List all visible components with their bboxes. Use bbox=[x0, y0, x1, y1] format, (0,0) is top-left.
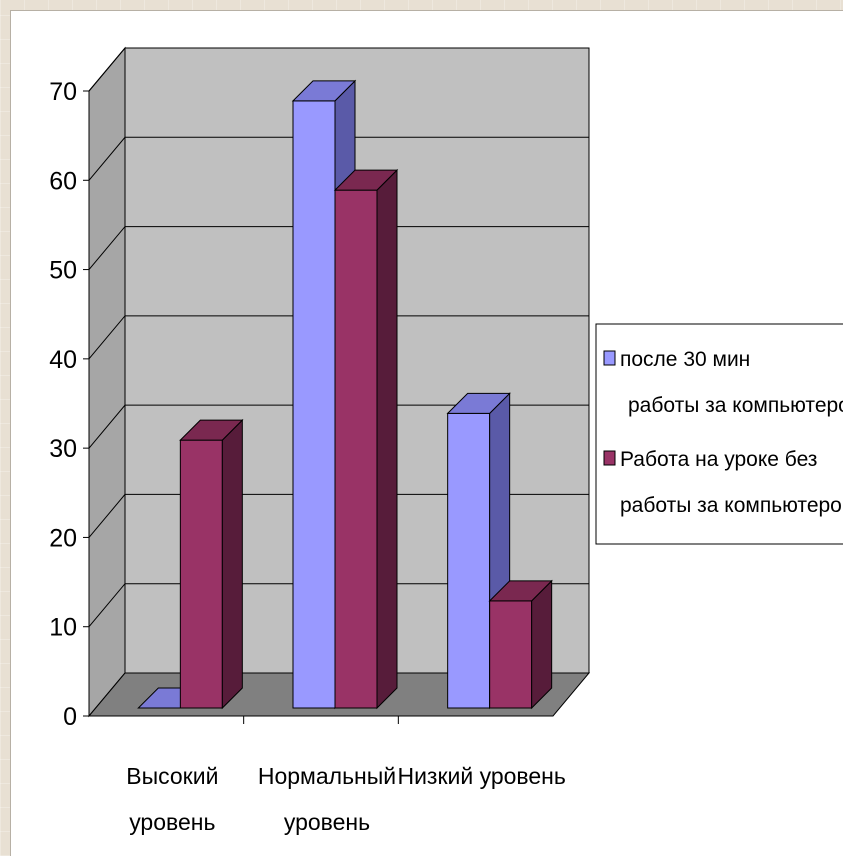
x-category-label: Низкий уровень bbox=[397, 763, 565, 789]
bar-front bbox=[179, 439, 223, 709]
gridline bbox=[88, 226, 589, 270]
gridline bbox=[88, 47, 589, 92]
bar-front bbox=[489, 600, 533, 709]
y-tick-label: 10 bbox=[49, 614, 77, 642]
y-tick-label: 70 bbox=[49, 78, 77, 106]
gridline bbox=[88, 493, 589, 538]
axes bbox=[83, 90, 553, 724]
legend-entry-label: работы за компьютером bbox=[628, 394, 843, 417]
bar bbox=[488, 579, 553, 710]
gridlines bbox=[88, 47, 589, 628]
legend-entry-label: Работа на уроке без bbox=[620, 448, 817, 471]
y-tick-label: 20 bbox=[49, 524, 77, 552]
y-tick-label: 50 bbox=[49, 257, 77, 285]
bar-top bbox=[333, 169, 399, 191]
bar-top bbox=[179, 419, 244, 441]
bar-top bbox=[488, 580, 553, 602]
bar bbox=[179, 418, 244, 710]
legend-entry-label: после 30 мин bbox=[620, 348, 750, 371]
gridline bbox=[88, 136, 589, 181]
legend: после 30 мин работы за компьютером Работа … bbox=[595, 323, 843, 545]
x-category-label: Высокий bbox=[126, 763, 218, 789]
bars bbox=[137, 79, 553, 710]
legend-swatch bbox=[603, 450, 616, 466]
side-wall bbox=[88, 46, 126, 718]
gridline bbox=[88, 404, 589, 449]
legend-entry-label: работы за компьютером bbox=[620, 494, 843, 517]
y-tick-label: 30 bbox=[49, 435, 77, 463]
y-tick-label: 60 bbox=[49, 167, 77, 195]
bar-top bbox=[291, 80, 357, 102]
y-tick-label: 0 bbox=[63, 703, 77, 731]
x-category-label: уровень bbox=[129, 809, 215, 835]
x-category-label: уровень bbox=[284, 809, 370, 835]
bar-front bbox=[334, 189, 378, 709]
legend-swatch bbox=[603, 350, 616, 366]
bar-side bbox=[531, 579, 553, 710]
chart-area: 0 10 20 30 40 50 60 70 Высокий уровень Нормальный… bbox=[10, 10, 843, 856]
legend-box bbox=[595, 323, 843, 545]
bar-chart: 0 10 20 30 40 50 60 70 Высокий уровень Нормальный… bbox=[49, 46, 843, 835]
bar-top bbox=[446, 392, 511, 414]
x-category-label: Нормальный bbox=[258, 763, 396, 789]
y-tick-label: 40 bbox=[49, 346, 77, 374]
bar bbox=[333, 168, 399, 710]
x-axis-category-labels: Высокий уровень Нормальный уровень Низкий ур… bbox=[126, 763, 566, 835]
gridline bbox=[88, 315, 589, 360]
bar-side bbox=[376, 168, 398, 710]
y-axis-tick-labels: 0 10 20 30 40 50 60 70 bbox=[49, 78, 77, 731]
bar-front bbox=[292, 100, 336, 709]
gridline bbox=[88, 583, 589, 628]
bar-front bbox=[447, 412, 491, 709]
bar-side bbox=[221, 418, 243, 710]
